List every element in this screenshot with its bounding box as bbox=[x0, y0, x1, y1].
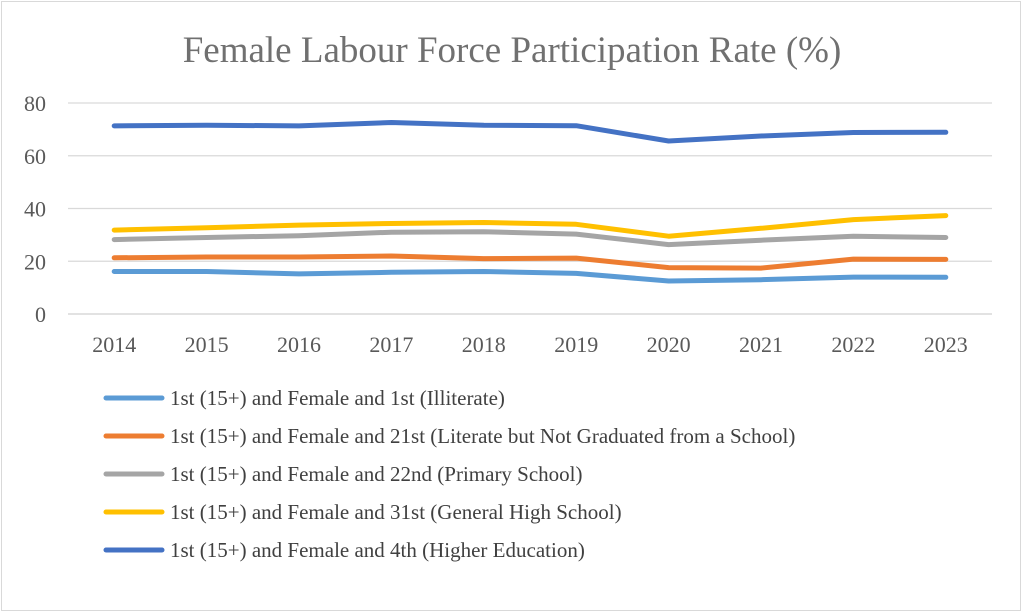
x-tick-label: 2019 bbox=[554, 332, 598, 357]
legend-label: 1st (15+) and Female and 21st (Literate … bbox=[170, 424, 795, 448]
x-tick-label: 2015 bbox=[185, 332, 229, 357]
legend-entry-3: 1st (15+) and Female and 22nd (Primary S… bbox=[103, 462, 583, 486]
y-tick-label: 20 bbox=[24, 249, 46, 274]
legend-label: 1st (15+) and Female and 31st (General H… bbox=[170, 500, 622, 524]
series-line-5 bbox=[111, 120, 949, 144]
legend-entry-5: 1st (15+) and Female and 4th (Higher Edu… bbox=[103, 538, 585, 562]
y-tick-label: 60 bbox=[24, 144, 46, 169]
series-lines bbox=[111, 120, 949, 284]
x-tick-label: 2017 bbox=[369, 332, 413, 357]
series-line-1 bbox=[111, 269, 949, 284]
x-tick-label: 2016 bbox=[277, 332, 321, 357]
legend-label: 1st (15+) and Female and 1st (Illiterate… bbox=[170, 386, 505, 410]
y-axis-ticks: 0 20 40 60 80 bbox=[24, 91, 46, 327]
x-tick-label: 2021 bbox=[739, 332, 783, 357]
chart-title: Female Labour Force Participation Rate (… bbox=[183, 30, 842, 71]
x-tick-label: 2020 bbox=[647, 332, 691, 357]
x-tick-label: 2023 bbox=[924, 332, 968, 357]
series-line-4 bbox=[111, 213, 949, 239]
legend: 1st (15+) and Female and 1st (Illiterate… bbox=[103, 386, 795, 562]
x-axis-ticks: 2014 2015 2016 2017 2018 2019 2020 2021 2022 2023 bbox=[92, 332, 968, 357]
legend-entry-2: 1st (15+) and Female and 21st (Literate … bbox=[103, 424, 795, 448]
x-tick-label: 2018 bbox=[462, 332, 506, 357]
x-tick-label: 2014 bbox=[92, 332, 136, 357]
legend-entry-1: 1st (15+) and Female and 1st (Illiterate… bbox=[103, 386, 505, 410]
y-tick-label: 40 bbox=[24, 197, 46, 222]
series-line-2 bbox=[111, 253, 949, 271]
y-tick-label: 80 bbox=[24, 91, 46, 116]
series-line-3 bbox=[111, 229, 949, 248]
x-tick-label: 2022 bbox=[831, 332, 875, 357]
legend-entry-4: 1st (15+) and Female and 31st (General H… bbox=[103, 500, 622, 524]
y-tick-label: 0 bbox=[35, 302, 46, 327]
legend-label: 1st (15+) and Female and 4th (Higher Edu… bbox=[170, 538, 585, 562]
legend-label: 1st (15+) and Female and 22nd (Primary S… bbox=[170, 462, 583, 486]
